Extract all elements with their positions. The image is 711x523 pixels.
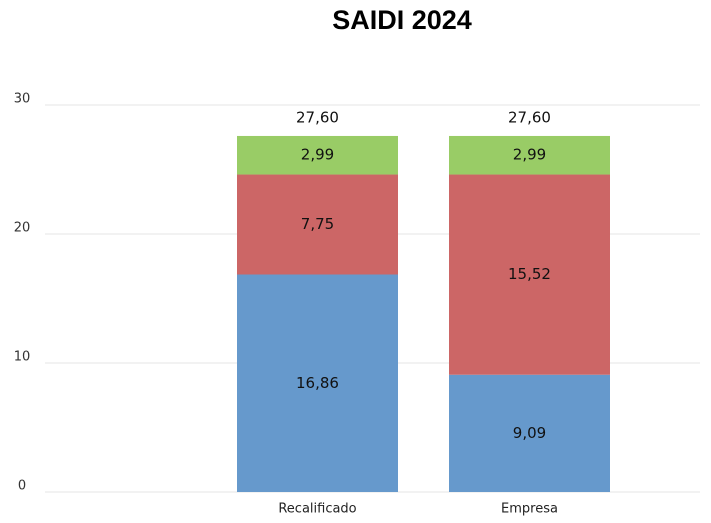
y-tick-label: 10 [14, 350, 31, 365]
value-label: 15,52 [508, 265, 551, 283]
bar-segment [449, 174, 610, 375]
total-label: 27,60 [508, 108, 551, 126]
bar-segment [237, 174, 398, 275]
value-label: 9,09 [513, 424, 546, 442]
y-tick-label: 30 [14, 92, 31, 107]
y-tick-label: 0 [18, 479, 26, 494]
chart-title: SAIDI 2024 [332, 5, 472, 35]
value-label: 2,99 [301, 146, 334, 164]
value-label: 16,86 [296, 374, 339, 392]
bar-segment [237, 274, 398, 492]
bar-segment [449, 374, 610, 492]
value-label: 7,75 [301, 215, 334, 233]
x-tick-label: Recalificado [278, 502, 356, 517]
x-tick-label: Empresa [501, 502, 558, 517]
bar-segment [449, 135, 610, 175]
value-label: 2,99 [513, 146, 546, 164]
total-label: 27,60 [296, 108, 339, 126]
y-tick-label: 20 [14, 221, 31, 236]
bar-segment [237, 135, 398, 175]
